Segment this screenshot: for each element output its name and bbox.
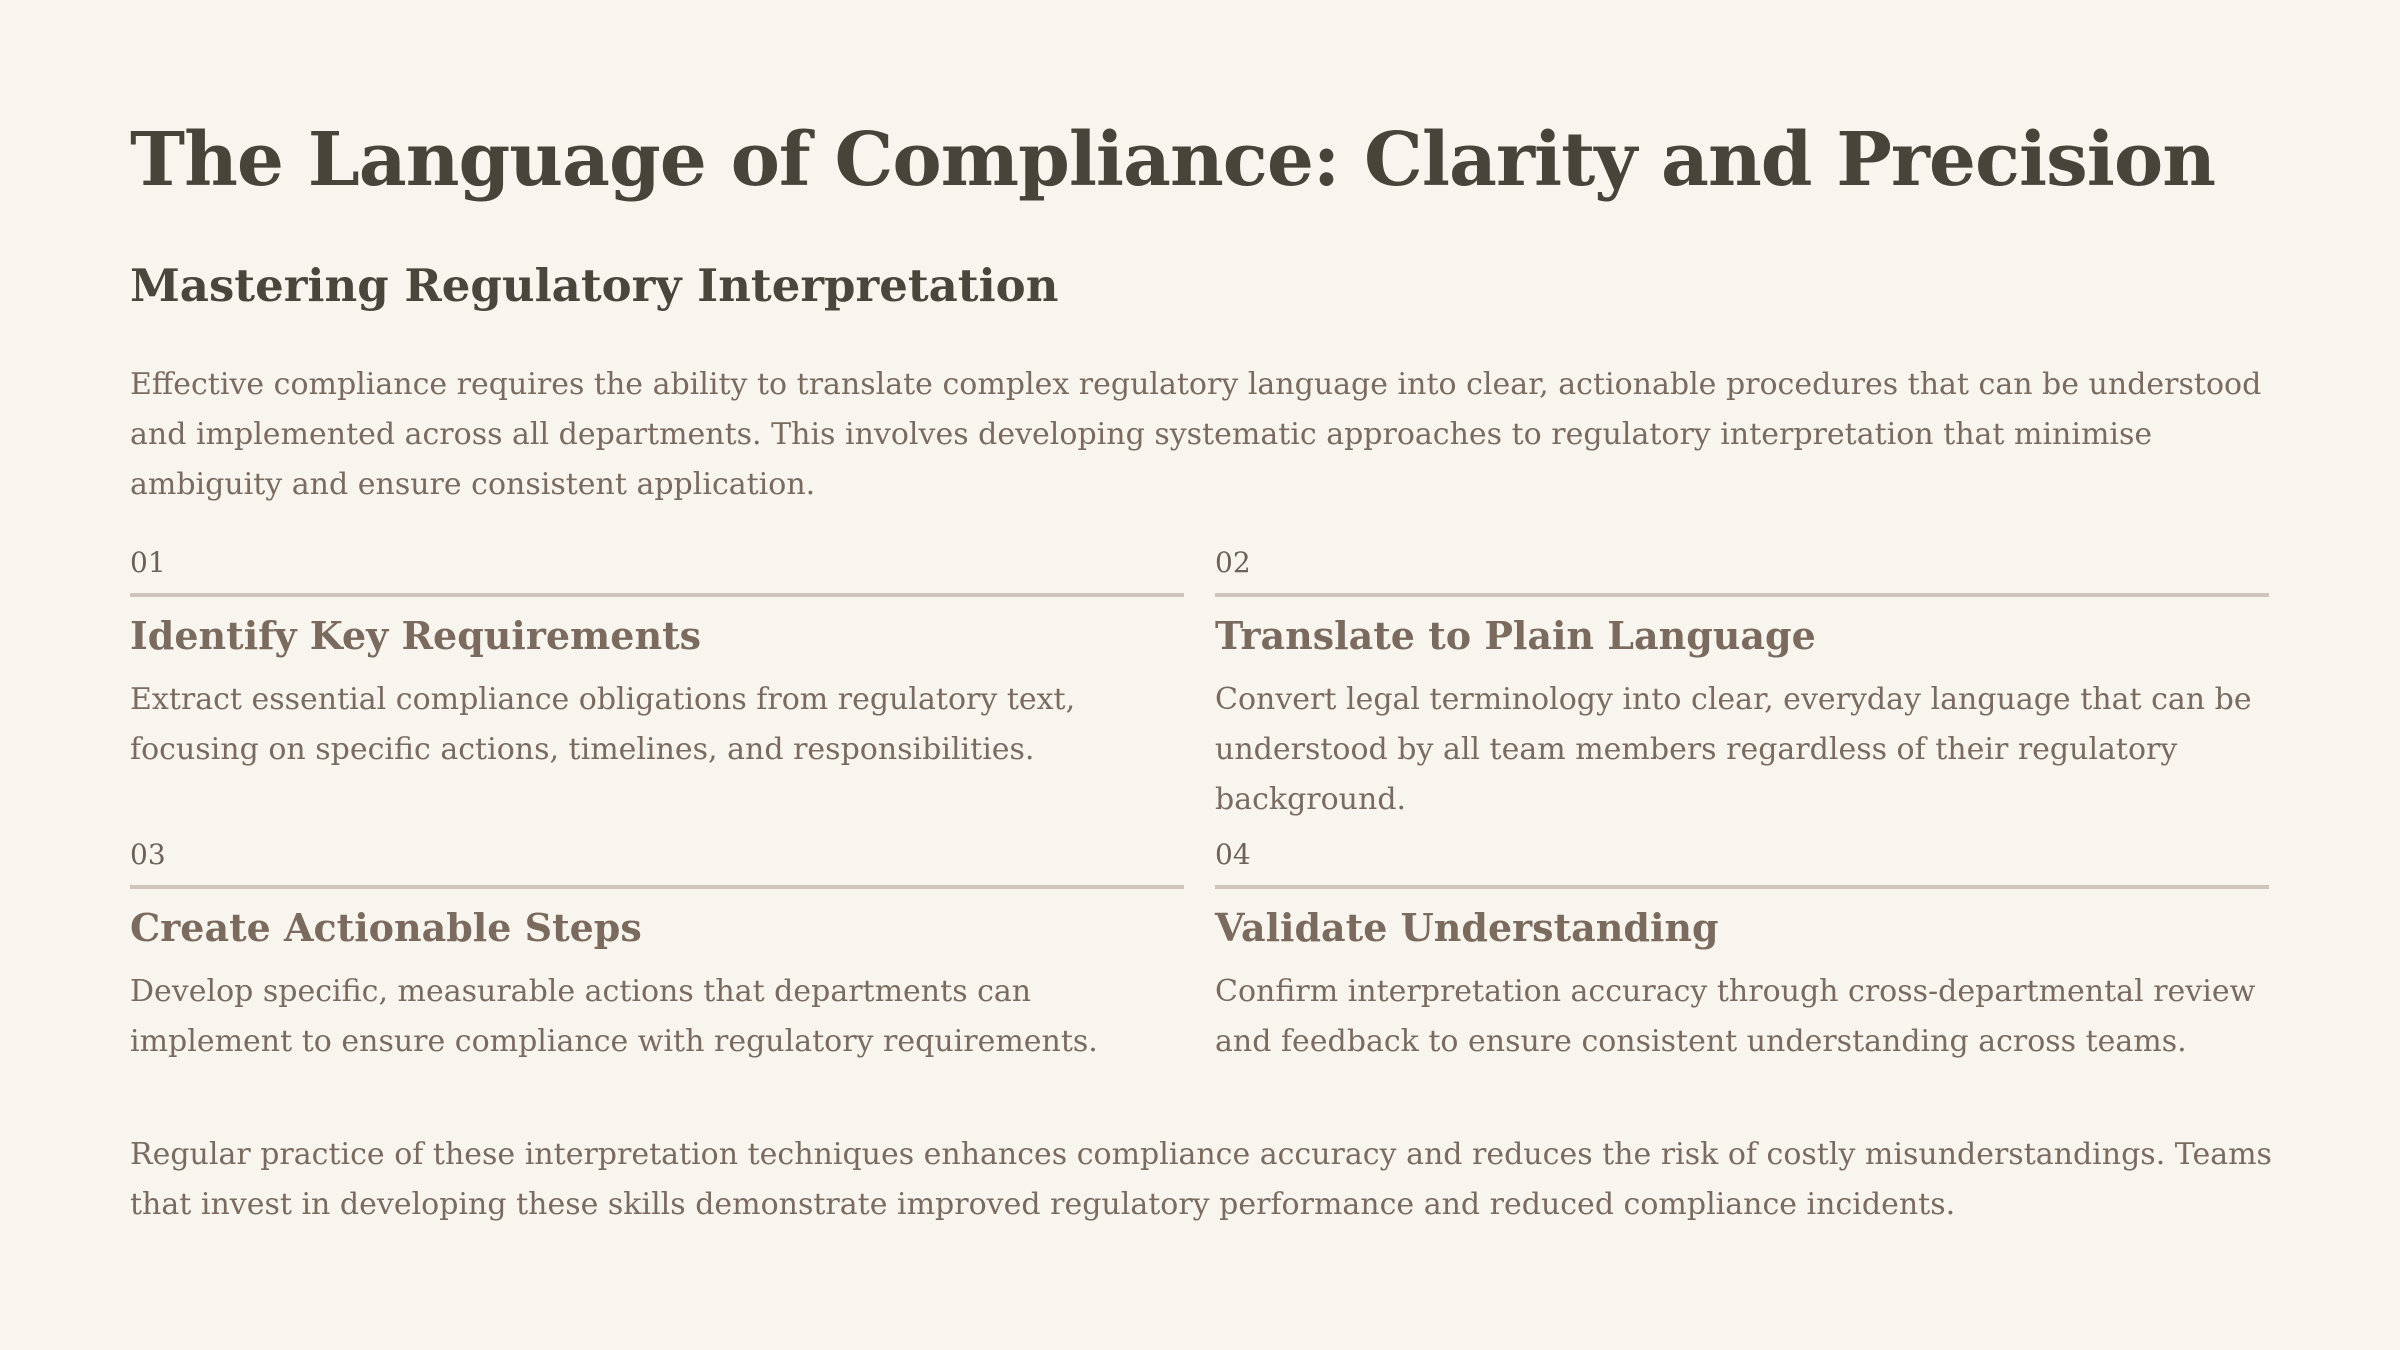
step-description: Develop specific, measurable actions tha… [130,974,1098,1059]
slide: The Language of Compliance: Clarity and … [130,0,2272,1350]
step-description: Convert legal terminology into clear, ev… [1215,682,2252,817]
step-number: 03 [130,838,166,871]
step-divider [1215,593,2269,597]
step-description: Confirm interpretation accuracy through … [1215,974,2256,1059]
step-number: 01 [130,546,166,579]
step-divider [1215,885,2269,889]
step-card-3: 03 Create Actionable Steps Develop speci… [130,835,1184,1067]
step-card-2: 02 Translate to Plain Language Convert l… [1215,543,2269,825]
step-divider [130,593,1184,597]
step-title: Identify Key Requirements [130,613,702,658]
page-title: The Language of Compliance: Clarity and … [130,117,2216,203]
step-title: Create Actionable Steps [130,905,642,950]
intro-paragraph: Effective compliance requires the abilit… [130,367,2262,502]
step-card-4: 04 Validate Understanding Confirm interp… [1215,835,2269,1067]
section-subtitle: Mastering Regulatory Interpretation [130,259,1059,312]
step-title: Validate Understanding [1215,905,1719,950]
step-card-1: 01 Identify Key Requirements Extract ess… [130,543,1184,775]
closing-paragraph: Regular practice of these interpretation… [130,1137,2272,1222]
step-title: Translate to Plain Language [1215,613,1816,658]
step-divider [130,885,1184,889]
step-number: 02 [1215,546,1251,579]
step-number: 04 [1215,838,1251,871]
step-description: Extract essential compliance obligations… [130,682,1076,767]
